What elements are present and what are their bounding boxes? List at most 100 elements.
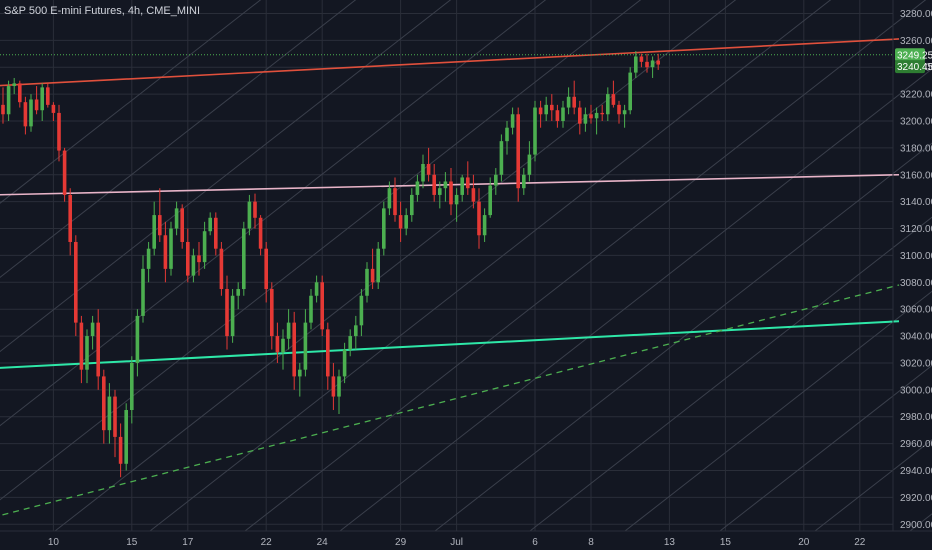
channel-line-11 [624, 290, 932, 532]
candle-body-101 [566, 96, 571, 108]
trend-line-support[interactable] [0, 320, 900, 369]
candle-body-1 [6, 86, 11, 115]
candle-body-38 [214, 217, 218, 249]
y-tick-label-11: 3120.00 [900, 224, 932, 235]
candle-body-18 [102, 376, 106, 431]
candle-body-86 [482, 215, 487, 236]
candle-body-17 [96, 322, 100, 377]
chart-title: S&P 500 E-mini Futures, 4h, CME_MINI [4, 5, 200, 17]
candle-body-78 [438, 188, 442, 195]
candle-body-49 [275, 336, 280, 353]
candle-body-48 [270, 289, 274, 337]
y-tick-label-15: 3200.00 [900, 116, 932, 127]
candle-body-34 [191, 255, 196, 276]
candle-body-85 [477, 201, 481, 236]
candle-body-92 [516, 114, 520, 189]
y-tick-label-4: 2980.00 [900, 412, 932, 423]
x-tick-label-2: 17 [182, 537, 194, 548]
y-tick-label-6: 3020.00 [900, 358, 932, 369]
candle-body-79 [443, 181, 448, 189]
candles [1, 51, 660, 478]
candle-body-36 [202, 231, 207, 263]
candle-body-23 [130, 362, 134, 411]
channel-line-3 [0, 0, 547, 427]
time-axis[interactable]: 10 15 17 22 24 29 Jul 6 8 13 15 20 22 [48, 537, 866, 548]
candle-body-12 [68, 194, 72, 242]
candle-body-111 [622, 110, 627, 115]
candle-body-103 [578, 107, 582, 124]
candle-body-15 [85, 336, 89, 370]
candle-body-33 [186, 241, 190, 276]
candle-body-76 [426, 164, 431, 175]
candle-body-8 [46, 87, 50, 105]
candle-body-24 [135, 315, 140, 363]
candle-body-40 [225, 289, 229, 337]
candle-body-97 [544, 104, 548, 115]
candle-body-60 [337, 376, 341, 397]
candle-body-2 [12, 83, 16, 87]
candle-body-110 [617, 104, 621, 115]
y-tick-label-3: 2960.00 [900, 439, 932, 450]
candle-body-31 [174, 208, 179, 229]
candle-body-14 [79, 322, 84, 370]
candle-body-99 [555, 110, 560, 121]
y-tick-label-10: 3100.00 [900, 251, 932, 262]
candle-body-94 [527, 154, 532, 175]
x-tick-label-8: 8 [588, 537, 594, 548]
candle-body-84 [471, 188, 476, 202]
candle-body-65 [365, 268, 369, 296]
candle-body-105 [589, 114, 593, 119]
candle-body-102 [572, 96, 576, 108]
trend-line-resistance[interactable] [0, 38, 900, 87]
x-tick-label-11: 20 [798, 537, 810, 548]
channel-line-6 [149, 0, 832, 532]
price-axis[interactable]: 2900.00 2920.00 2940.00 2960.00 2980.00 3000.… [900, 9, 932, 531]
candle-body-44 [247, 201, 252, 229]
candle-body-10 [57, 112, 61, 151]
candle-body-82 [460, 177, 464, 195]
candle-body-108 [606, 94, 610, 115]
candle-body-67 [376, 248, 380, 283]
x-tick-label-12: 22 [854, 537, 866, 548]
channel-line-2 [0, 0, 452, 353]
candle-body-45 [253, 201, 257, 218]
candle-body-115 [645, 61, 649, 68]
y-tick-label-9: 3080.00 [900, 278, 932, 289]
candle-body-100 [561, 107, 565, 121]
candle-body-59 [331, 376, 336, 397]
trend-line-dashed[interactable] [0, 284, 900, 518]
y-tick-label-14: 3180.00 [900, 143, 932, 154]
channel-line-12 [719, 364, 932, 532]
channel-line-1 [0, 0, 357, 278]
candle-body-20 [113, 396, 117, 437]
candle-body-3 [18, 83, 22, 103]
candle-body-114 [639, 56, 644, 62]
last-price-badge [895, 48, 925, 62]
candle-body-106 [594, 112, 599, 119]
candle-body-88 [494, 174, 498, 186]
candle-body-74 [415, 181, 420, 195]
candle-body-91 [510, 114, 515, 128]
candle-body-98 [550, 104, 554, 111]
candle-body-66 [370, 268, 375, 283]
candle-body-58 [326, 329, 330, 377]
x-tick-label-1: 15 [126, 537, 138, 548]
candle-body-0 [1, 104, 5, 115]
candle-body-81 [454, 194, 459, 205]
candle-body-7 [40, 87, 44, 111]
channel-line-5 [54, 0, 737, 532]
last-price-label: 3249.25 [897, 50, 932, 61]
candle-body-63 [354, 325, 358, 337]
candle-body-95 [533, 107, 537, 155]
candle-body-68 [382, 208, 386, 249]
candle-body-54 [303, 322, 308, 370]
secondary-price-badge [895, 60, 925, 74]
candle-body-27 [152, 215, 156, 249]
channel-line-10 [529, 216, 932, 532]
y-tick-label-12: 3140.00 [900, 197, 932, 208]
candle-body-42 [236, 289, 240, 296]
channel-line-8 [339, 68, 932, 532]
